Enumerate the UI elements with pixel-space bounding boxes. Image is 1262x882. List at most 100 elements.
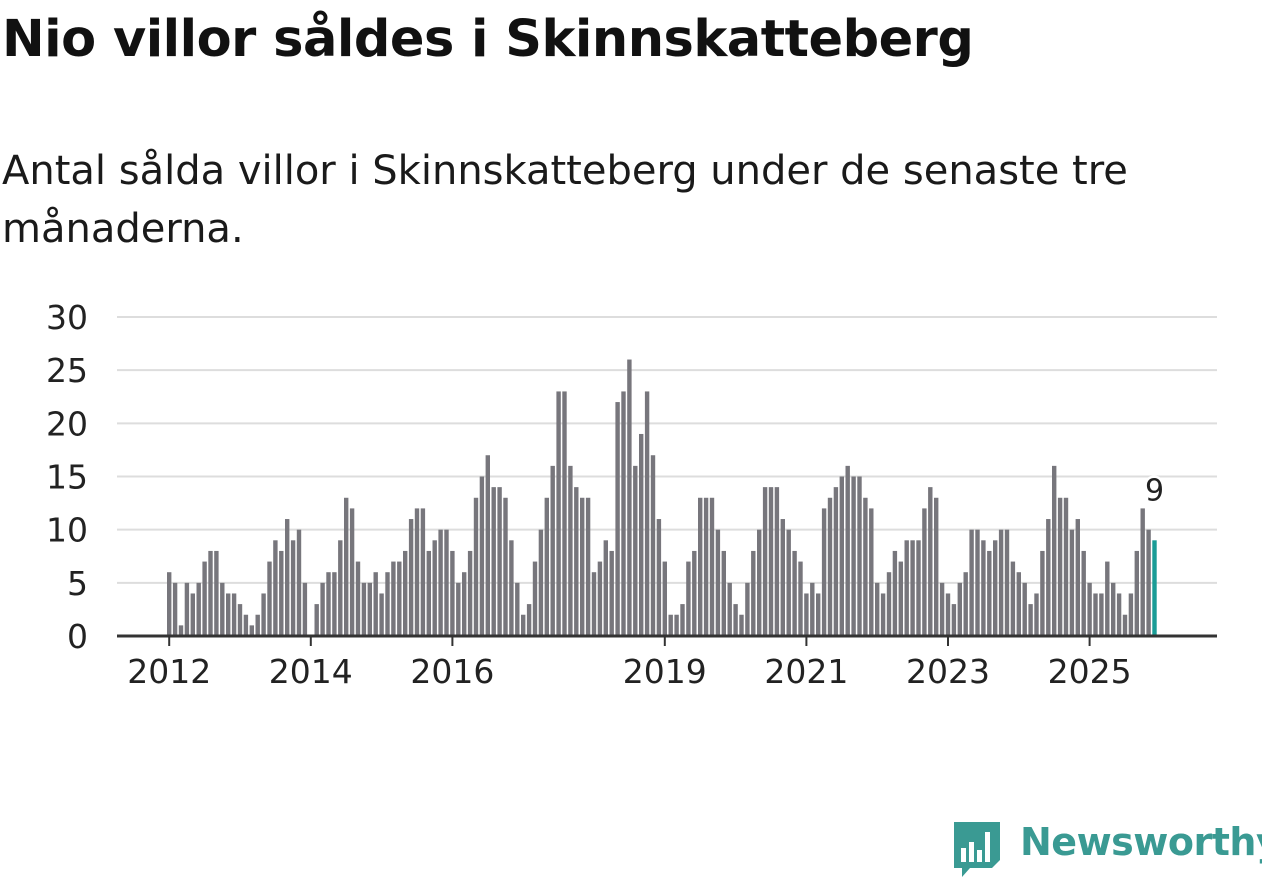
bar bbox=[403, 550, 408, 636]
bar bbox=[739, 614, 744, 636]
bar bbox=[1010, 561, 1016, 636]
bar bbox=[922, 508, 927, 636]
bar bbox=[1081, 550, 1086, 636]
bar bbox=[285, 519, 290, 636]
bar bbox=[727, 582, 732, 636]
bar bbox=[1046, 519, 1051, 636]
bar bbox=[467, 550, 473, 636]
bar bbox=[845, 465, 850, 636]
bar bbox=[1052, 465, 1057, 636]
bar bbox=[432, 540, 437, 636]
bar bbox=[1016, 572, 1021, 636]
bar bbox=[674, 614, 679, 636]
bar bbox=[1040, 550, 1045, 636]
bar bbox=[786, 529, 791, 636]
bar bbox=[255, 614, 260, 636]
bar bbox=[314, 604, 319, 636]
bar bbox=[1057, 497, 1063, 636]
bar bbox=[880, 593, 886, 636]
bar bbox=[379, 593, 384, 636]
bar bbox=[231, 593, 237, 636]
bar bbox=[338, 540, 343, 636]
bar bbox=[574, 487, 579, 636]
bar bbox=[751, 550, 756, 636]
bar bbox=[998, 529, 1004, 636]
bar bbox=[509, 540, 514, 636]
bar bbox=[544, 497, 549, 636]
bar bbox=[975, 529, 980, 636]
bar bbox=[349, 508, 355, 636]
bar bbox=[243, 614, 249, 636]
bar bbox=[633, 465, 638, 636]
bar bbox=[462, 572, 467, 636]
bar bbox=[869, 508, 874, 636]
brand-name: Newsworthy bbox=[1020, 820, 1262, 864]
bar bbox=[934, 497, 939, 636]
bar bbox=[951, 604, 957, 636]
x-tick-label: 2019 bbox=[623, 652, 707, 691]
bar bbox=[538, 529, 544, 636]
bar bbox=[833, 487, 839, 636]
bar bbox=[226, 593, 231, 636]
bar bbox=[190, 593, 195, 636]
bar bbox=[391, 561, 396, 636]
bar bbox=[656, 519, 662, 636]
x-tick-label: 2014 bbox=[269, 652, 353, 691]
bar bbox=[928, 487, 933, 636]
bar bbox=[279, 550, 284, 636]
bar bbox=[904, 540, 909, 636]
y-tick-label: 0 bbox=[67, 617, 88, 656]
bar bbox=[810, 582, 815, 636]
page-subtitle: Antal sålda villor i Skinnskatteberg und… bbox=[2, 148, 1128, 252]
bar bbox=[609, 550, 614, 636]
bar bbox=[515, 582, 520, 636]
bar bbox=[1004, 529, 1010, 636]
bar bbox=[993, 540, 998, 636]
bar bbox=[562, 391, 567, 636]
bar bbox=[261, 593, 266, 636]
bar bbox=[686, 561, 691, 636]
bar bbox=[420, 508, 426, 636]
x-tick-label: 2025 bbox=[1048, 652, 1132, 691]
bar bbox=[167, 572, 172, 636]
bar bbox=[821, 508, 827, 636]
newsworthy-logo: Newsworthy bbox=[952, 820, 1262, 878]
bar bbox=[957, 582, 962, 636]
bar bbox=[1034, 593, 1039, 636]
bar bbox=[692, 550, 697, 636]
bar bbox=[644, 391, 650, 636]
bar bbox=[450, 550, 455, 636]
bar bbox=[745, 582, 750, 636]
bar bbox=[721, 550, 726, 636]
bar bbox=[267, 561, 272, 636]
bar bbox=[987, 550, 992, 636]
bar bbox=[680, 604, 685, 636]
bar bbox=[591, 572, 597, 636]
bar bbox=[414, 508, 420, 636]
bar bbox=[816, 593, 821, 636]
bar bbox=[969, 529, 974, 636]
bar bbox=[703, 497, 709, 636]
bar bbox=[1087, 582, 1092, 636]
bar bbox=[1140, 508, 1145, 636]
bar bbox=[639, 433, 644, 636]
bar bbox=[1116, 593, 1122, 636]
bar bbox=[1146, 529, 1151, 636]
bar bbox=[916, 540, 921, 636]
bar bbox=[1069, 529, 1075, 636]
bar bbox=[963, 572, 968, 636]
bar bbox=[290, 540, 296, 636]
bar bbox=[355, 561, 361, 636]
bar bbox=[397, 561, 402, 636]
bar bbox=[178, 625, 184, 636]
bar bbox=[456, 582, 461, 636]
bar bbox=[892, 550, 898, 636]
bar bbox=[473, 497, 479, 636]
bar bbox=[344, 497, 349, 636]
bar bbox=[650, 455, 656, 636]
bar bbox=[603, 540, 608, 636]
page-title: Nio villor såldes i Skinnskatteberg bbox=[2, 10, 974, 69]
bar bbox=[408, 519, 414, 636]
bar bbox=[857, 476, 862, 636]
